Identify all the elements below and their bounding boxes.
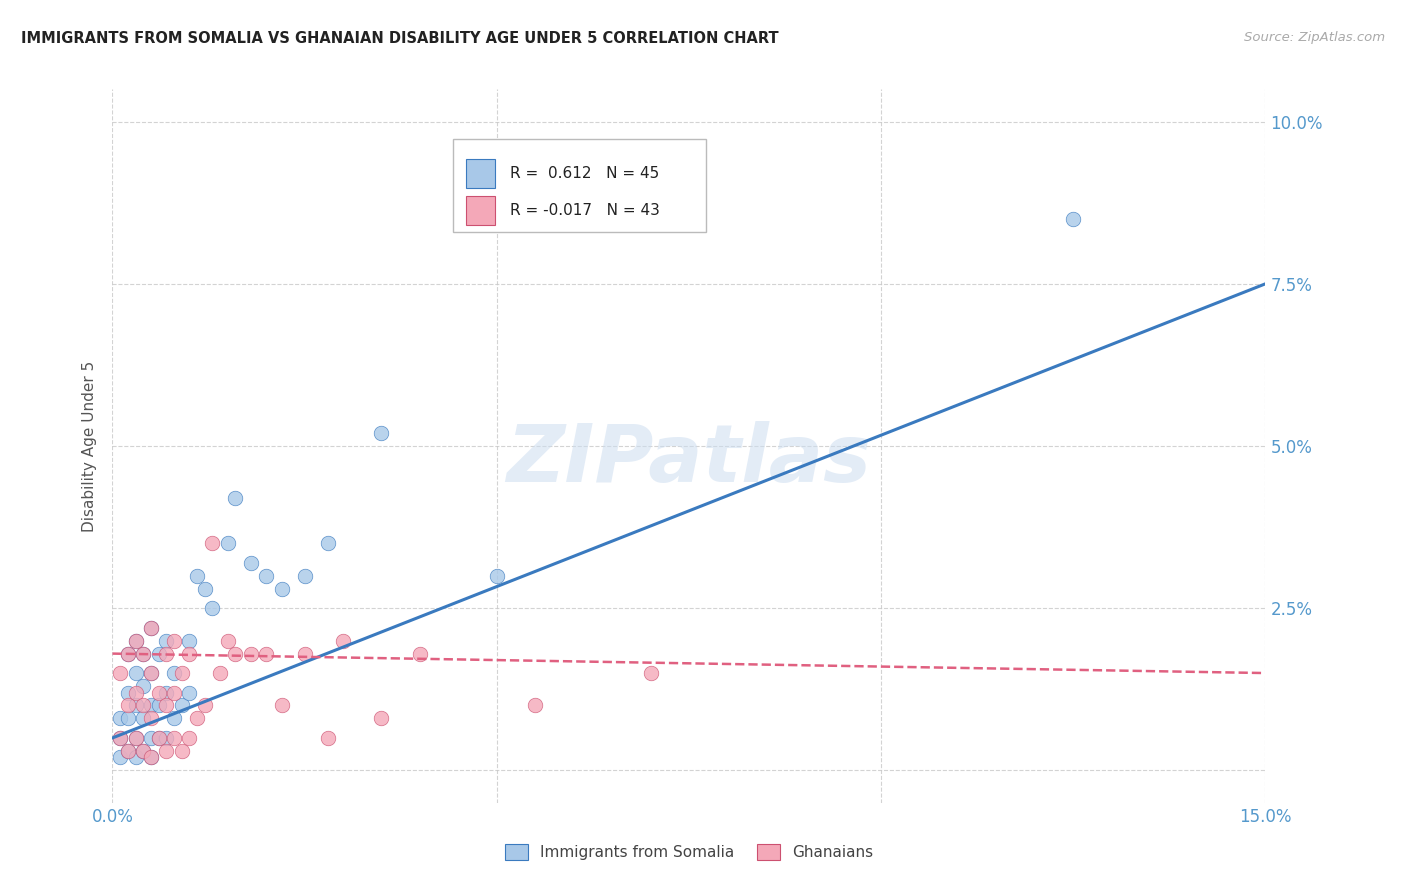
Point [186,568,208,582]
Point [224,491,246,505]
Point [485,568,508,582]
Point [179,731,201,745]
Point [370,711,392,725]
Legend: Immigrants from Somalia, Ghanaians: Immigrants from Somalia, Ghanaians [499,838,879,866]
Point [332,633,354,648]
Point [239,647,262,661]
Point [108,750,131,764]
Point [163,711,186,725]
Point [155,633,177,648]
Point [170,744,193,758]
Point [194,698,217,713]
Point [117,744,139,758]
Point [155,698,177,713]
Point [132,647,155,661]
Bar [467,159,495,187]
Point [132,711,155,725]
Bar [467,196,495,225]
Point [117,647,139,661]
Point [409,647,432,661]
Point [163,633,186,648]
Point [201,601,224,615]
Point [254,568,277,582]
Point [124,685,146,699]
Point [194,582,217,596]
Point [108,731,131,745]
Point [316,536,339,550]
Point [294,647,316,661]
Point [148,647,170,661]
Point [124,731,146,745]
Point [108,666,131,681]
Point [217,633,239,648]
Point [1062,211,1084,226]
Point [155,744,177,758]
Point [139,666,162,681]
Point [170,698,193,713]
Point [148,685,170,699]
Point [132,698,155,713]
Point [186,711,208,725]
Point [155,647,177,661]
Point [139,666,162,681]
Point [117,685,139,699]
Point [239,556,262,570]
Point [148,698,170,713]
Point [209,666,232,681]
Point [524,698,547,713]
Point [270,582,292,596]
Point [179,647,201,661]
Point [224,647,246,661]
Point [124,731,146,745]
Text: R =  0.612   N = 45: R = 0.612 N = 45 [510,166,659,181]
Point [155,731,177,745]
Point [179,685,201,699]
Text: IMMIGRANTS FROM SOMALIA VS GHANAIAN DISABILITY AGE UNDER 5 CORRELATION CHART: IMMIGRANTS FROM SOMALIA VS GHANAIAN DISA… [21,31,779,46]
Point [132,744,155,758]
Point [254,647,277,661]
Point [117,647,139,661]
Point [124,633,146,648]
Point [370,425,392,440]
Text: ZIPatlas: ZIPatlas [506,421,872,500]
Point [640,666,662,681]
Point [316,731,339,745]
Point [139,698,162,713]
Point [139,621,162,635]
Point [148,731,170,745]
FancyBboxPatch shape [453,139,706,232]
Point [217,536,239,550]
Point [117,698,139,713]
Point [108,731,131,745]
Point [270,698,292,713]
Point [139,750,162,764]
Point [139,731,162,745]
Point [179,633,201,648]
Point [294,568,316,582]
Text: Source: ZipAtlas.com: Source: ZipAtlas.com [1244,31,1385,45]
Point [108,711,131,725]
Text: R = -0.017   N = 43: R = -0.017 N = 43 [510,203,659,218]
Point [163,731,186,745]
Point [139,621,162,635]
Point [201,536,224,550]
Point [163,685,186,699]
Point [148,731,170,745]
Point [117,711,139,725]
Point [132,744,155,758]
Point [124,633,146,648]
Point [170,666,193,681]
Point [163,666,186,681]
Point [139,750,162,764]
Point [132,647,155,661]
Point [139,711,162,725]
Point [124,666,146,681]
Point [155,685,177,699]
Point [124,698,146,713]
Point [132,679,155,693]
Y-axis label: Disability Age Under 5: Disability Age Under 5 [82,360,97,532]
Point [117,744,139,758]
Point [124,750,146,764]
